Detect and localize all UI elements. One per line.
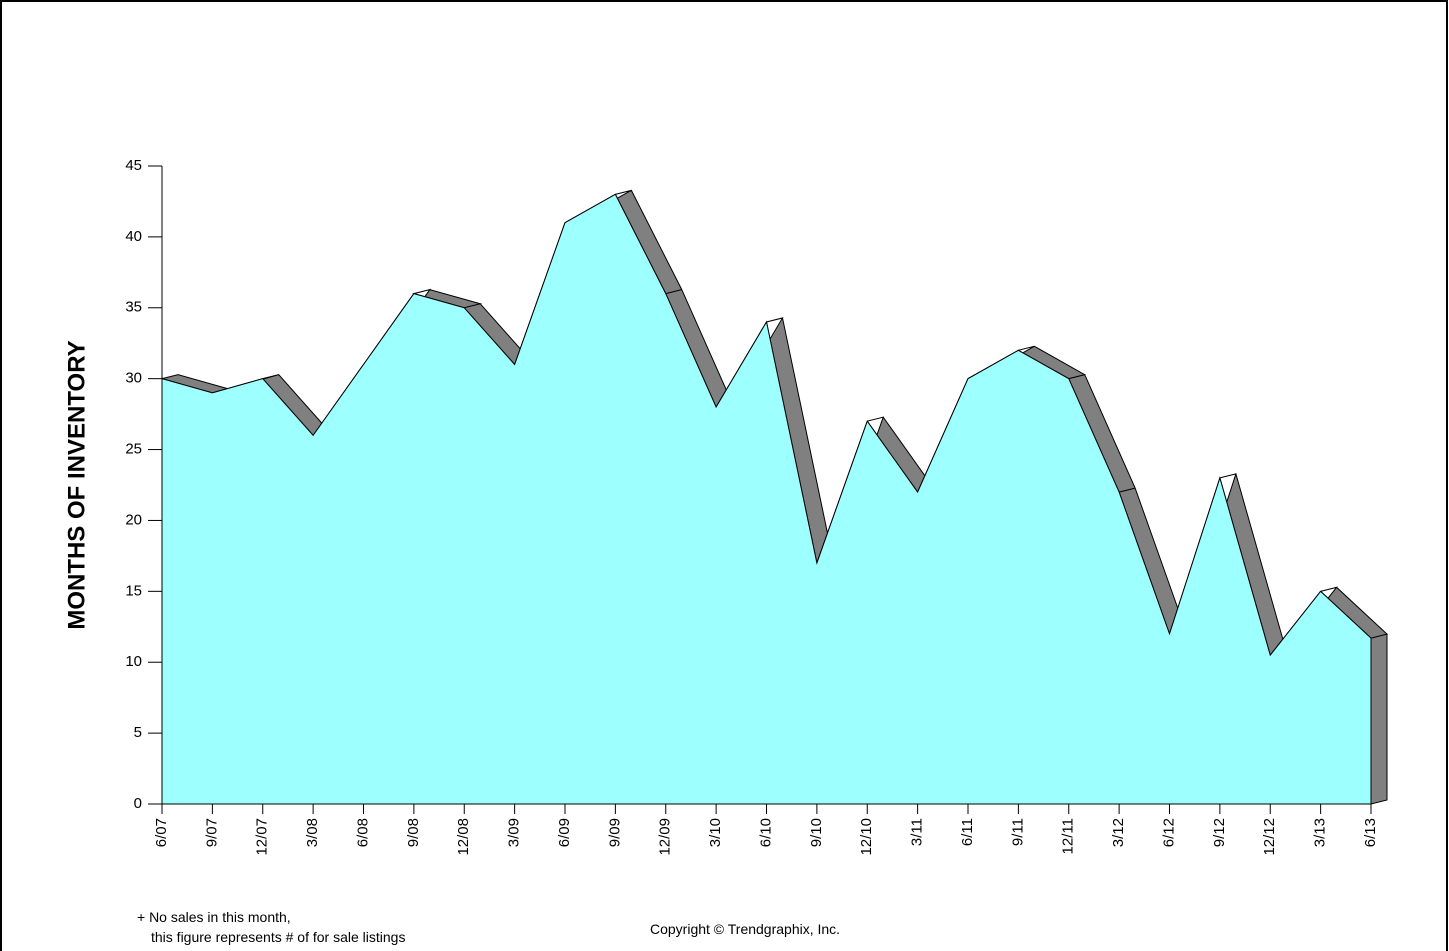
x-tick-label: 3/08: [304, 818, 321, 847]
y-tick-label: 30: [125, 370, 142, 387]
x-tick-label: 6/09: [556, 818, 573, 847]
x-tick-label: 9/09: [606, 818, 623, 847]
y-tick-label: 35: [125, 299, 142, 316]
footnote: this figure represents # of for sale lis…: [151, 929, 405, 945]
x-tick-label: 6/10: [757, 818, 774, 847]
x-tick-label: 12/07: [254, 818, 271, 856]
footnote: + No sales in this month,: [137, 909, 291, 925]
x-tick-label: 3/12: [1110, 818, 1127, 847]
x-tick-label: 12/09: [657, 818, 674, 856]
x-tick-label: 3/13: [1312, 818, 1329, 847]
x-tick-label: 12/11: [1060, 818, 1077, 854]
y-tick-label: 5: [134, 724, 142, 741]
copyright: Copyright © Trendgraphix, Inc.: [650, 921, 840, 937]
x-tick-label: 12/08: [455, 818, 472, 856]
x-tick-label: 9/12: [1211, 818, 1228, 847]
y-tick-label: 45: [125, 157, 142, 174]
x-tick-label: 6/08: [354, 818, 371, 847]
x-tick-label: 6/13: [1362, 818, 1379, 847]
y-tick-label: 25: [125, 441, 142, 458]
y-tick-label: 10: [125, 653, 142, 670]
area-fill: [162, 194, 1371, 804]
x-tick-label: 9/10: [808, 818, 825, 847]
y-tick-label: 0: [134, 795, 142, 812]
y-tick-label: 40: [125, 228, 142, 245]
x-tick-label: 12/12: [1261, 818, 1278, 856]
x-tick-label: 3/10: [707, 818, 724, 847]
x-tick-label: 6/11: [959, 818, 976, 846]
x-tick-label: 3/09: [506, 818, 523, 847]
x-tick-label: 12/10: [858, 818, 875, 856]
y-tick-label: 15: [125, 582, 142, 599]
x-tick-label: 3/11: [909, 818, 926, 846]
x-tick-label: 9/11: [1009, 818, 1026, 846]
y-axis-label: MONTHS OF INVENTORY: [63, 340, 90, 629]
x-tick-label: 9/07: [203, 818, 220, 847]
x-tick-label: 9/08: [405, 818, 422, 847]
x-tick-label: 6/07: [153, 818, 170, 847]
area-line: [161, 193, 1372, 657]
y-tick-label: 20: [125, 511, 142, 528]
x-tick-label: 6/12: [1160, 818, 1177, 847]
